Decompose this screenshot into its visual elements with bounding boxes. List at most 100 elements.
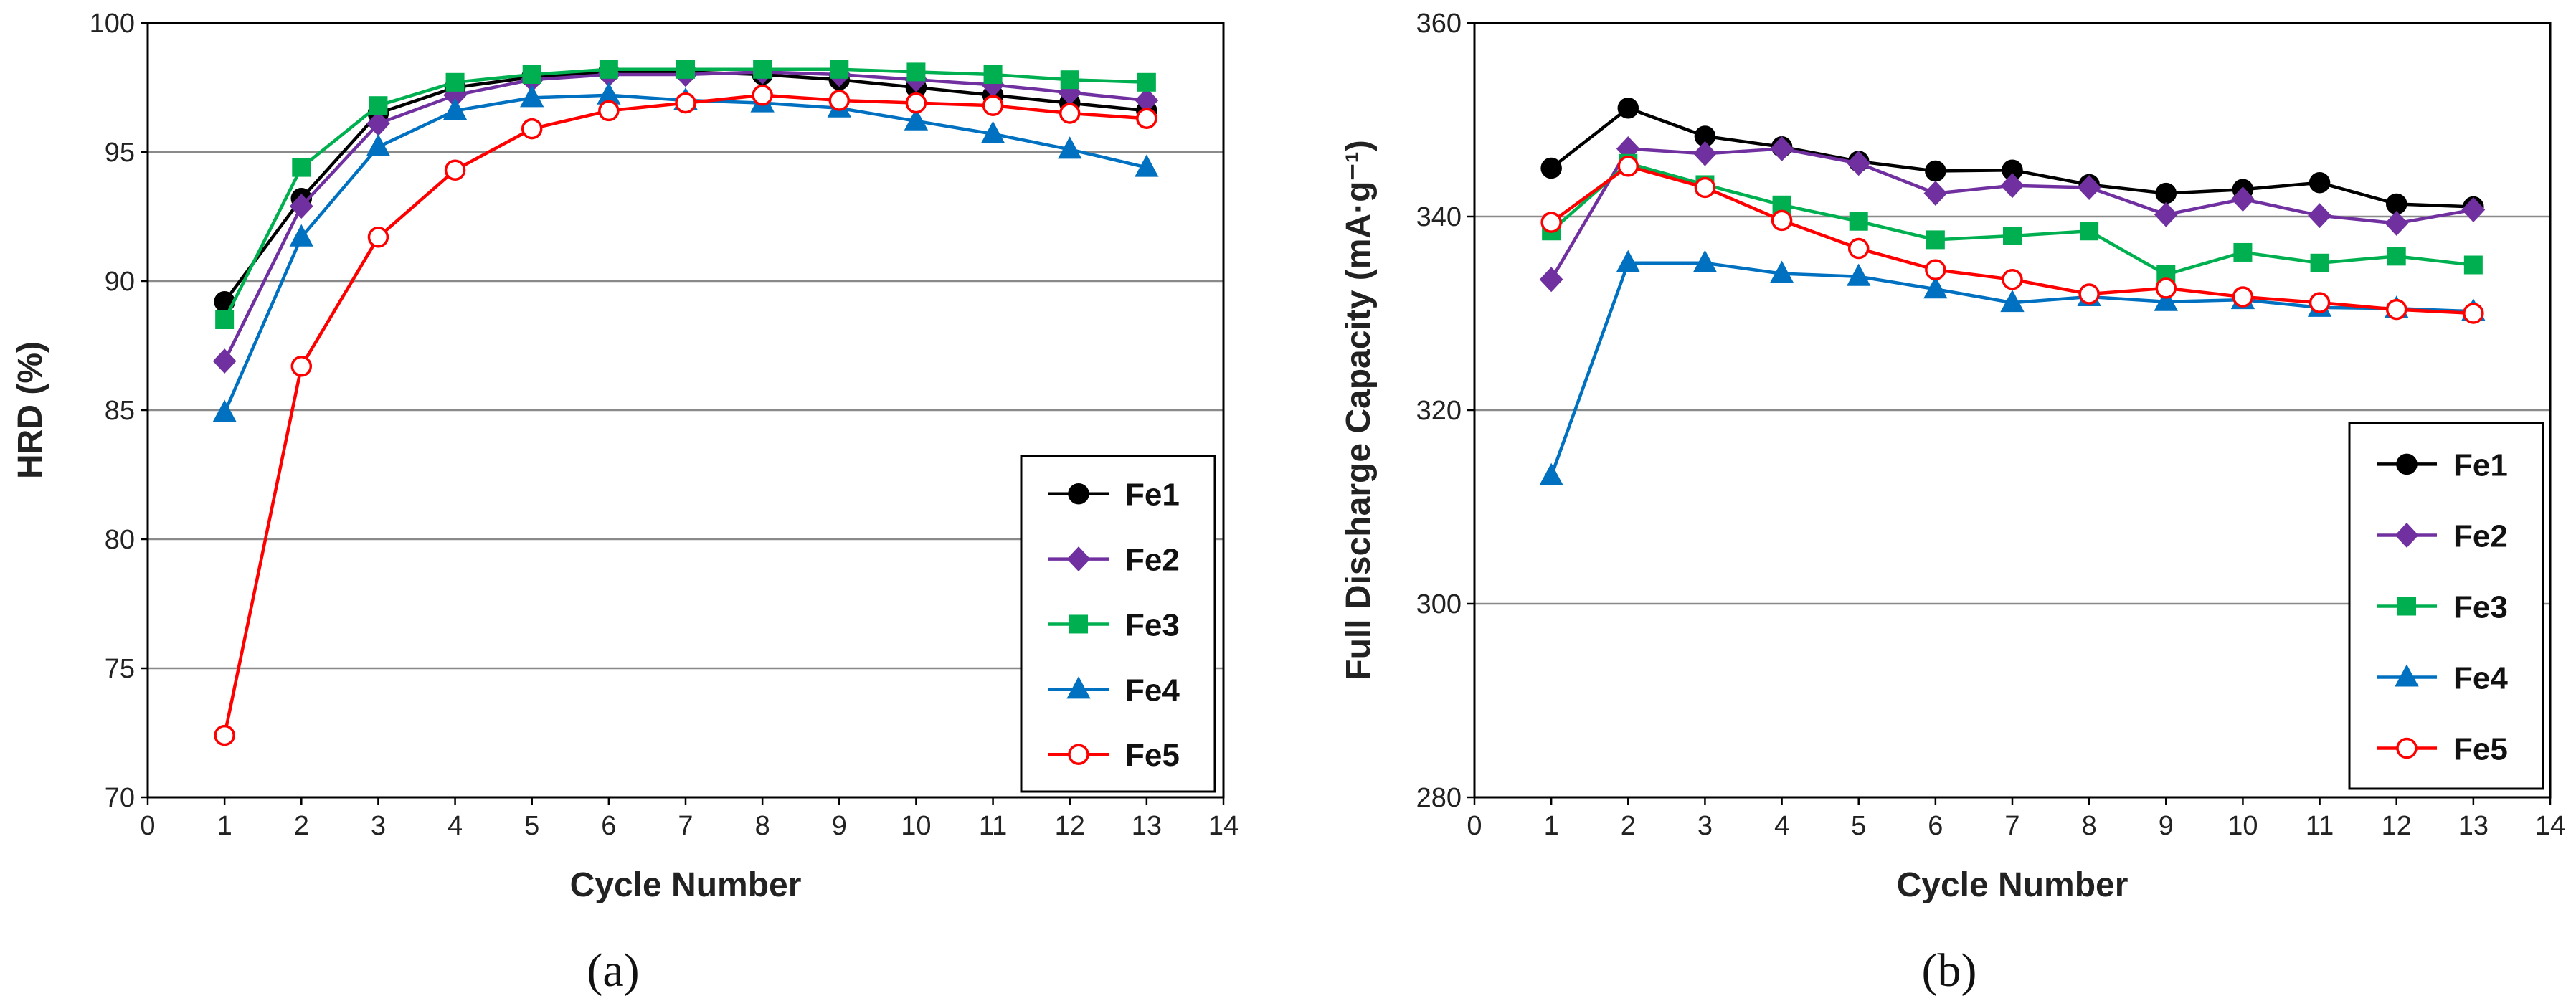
x-tick-label: 0 xyxy=(140,811,155,841)
data-point xyxy=(1769,260,1794,283)
data-point xyxy=(1770,136,1794,161)
data-point xyxy=(367,227,389,248)
data-point xyxy=(1059,103,1081,124)
data-point xyxy=(1058,136,1082,159)
data-point xyxy=(2309,292,2331,313)
legend-marker xyxy=(1066,546,1091,572)
data-point xyxy=(1693,141,1717,166)
data-point xyxy=(828,90,851,111)
x-tick-label: 8 xyxy=(2082,811,2097,841)
data-point xyxy=(983,65,1003,84)
data-point xyxy=(2463,255,2483,275)
legend-marker xyxy=(2396,453,2418,475)
x-tick-label: 7 xyxy=(2004,811,2019,841)
panel-b-label: (b) xyxy=(1922,944,1977,997)
data-point xyxy=(1616,250,1640,272)
data-point xyxy=(675,92,696,114)
y-tick-label: 300 xyxy=(1416,589,1462,620)
data-point xyxy=(1539,267,1563,293)
y-tick-label: 80 xyxy=(105,525,135,555)
data-point xyxy=(1617,98,1639,119)
data-point xyxy=(1771,209,1793,232)
x-tick-label: 12 xyxy=(2382,811,2412,841)
x-tick-label: 11 xyxy=(2306,811,2334,841)
legend: Fe1 Fe2 Fe3 Fe4 Fe5 xyxy=(2348,422,2544,790)
data-point xyxy=(2231,186,2255,212)
data-point xyxy=(2385,193,2407,215)
y-tick-label: 100 xyxy=(90,9,135,39)
data-point xyxy=(2232,286,2254,308)
data-point xyxy=(676,60,695,79)
data-point xyxy=(1540,157,1562,179)
data-point xyxy=(1925,259,1946,280)
data-point xyxy=(214,724,235,746)
data-point xyxy=(1694,176,1716,199)
legend-label: Fe4 xyxy=(1125,673,1180,708)
series-fe5 xyxy=(214,85,1157,746)
x-tick-label: 3 xyxy=(371,811,386,841)
y-tick-label: 85 xyxy=(105,396,135,426)
data-point xyxy=(522,65,541,84)
data-point xyxy=(212,399,237,422)
data-point xyxy=(2385,298,2407,321)
data-point xyxy=(2154,288,2178,311)
data-point xyxy=(2003,227,2022,245)
data-point xyxy=(1617,156,1639,177)
x-tick-label: 10 xyxy=(2227,811,2258,841)
series-fe4 xyxy=(212,82,1159,422)
data-point xyxy=(442,98,468,120)
series-line xyxy=(223,70,1147,362)
y-tick-label: 280 xyxy=(1416,783,1462,813)
series-line xyxy=(222,93,1147,736)
data-point xyxy=(2155,277,2177,299)
x-tick-label: 10 xyxy=(901,811,931,841)
legend-marker xyxy=(1068,744,1089,765)
data-point xyxy=(520,85,544,108)
data-point xyxy=(1847,237,1870,260)
x-tick-label: 9 xyxy=(2159,811,2174,841)
data-point xyxy=(906,62,926,82)
x-tick-label: 11 xyxy=(979,811,1007,841)
legend-label: Fe3 xyxy=(1125,607,1180,642)
data-point xyxy=(1137,72,1156,92)
x-tick-label: 6 xyxy=(601,811,616,841)
data-point xyxy=(752,85,773,106)
legend-marker xyxy=(2395,523,2419,548)
data-point xyxy=(2461,197,2486,223)
legend-marker xyxy=(2397,597,2416,616)
data-point xyxy=(2308,203,2331,229)
data-point xyxy=(1923,181,1948,207)
series-line xyxy=(223,93,1147,414)
y-tick-label: 90 xyxy=(105,267,135,297)
data-point xyxy=(1539,462,1563,485)
data-point xyxy=(290,356,313,377)
data-point xyxy=(292,158,311,177)
x-axis-label: Cycle Number xyxy=(1897,866,2128,904)
data-point xyxy=(1847,263,1871,286)
data-point xyxy=(599,60,618,79)
data-point xyxy=(2387,247,2406,266)
x-tick-label: 4 xyxy=(1774,811,1789,841)
x-tick-label: 14 xyxy=(1208,811,1239,841)
data-point xyxy=(598,100,620,122)
data-point xyxy=(2000,290,2025,313)
data-point xyxy=(521,118,543,140)
panel-a-label: (a) xyxy=(587,944,639,997)
data-point xyxy=(980,120,1005,143)
legend-label: Fe5 xyxy=(1125,738,1180,773)
x-tick-label: 2 xyxy=(294,811,309,841)
legend-marker xyxy=(2396,737,2418,759)
data-point xyxy=(2385,210,2409,236)
x-tick-label: 12 xyxy=(1055,811,1085,841)
legend-label: Fe1 xyxy=(2453,447,2508,483)
data-point xyxy=(1925,160,1946,182)
data-point xyxy=(982,95,1004,116)
data-point xyxy=(2000,173,2025,199)
series-fe1 xyxy=(1540,98,2484,218)
x-tick-label: 4 xyxy=(448,811,463,841)
data-point xyxy=(2155,182,2177,204)
x-tick-label: 5 xyxy=(1851,811,1866,841)
legend-label: Fe3 xyxy=(2453,589,2508,625)
